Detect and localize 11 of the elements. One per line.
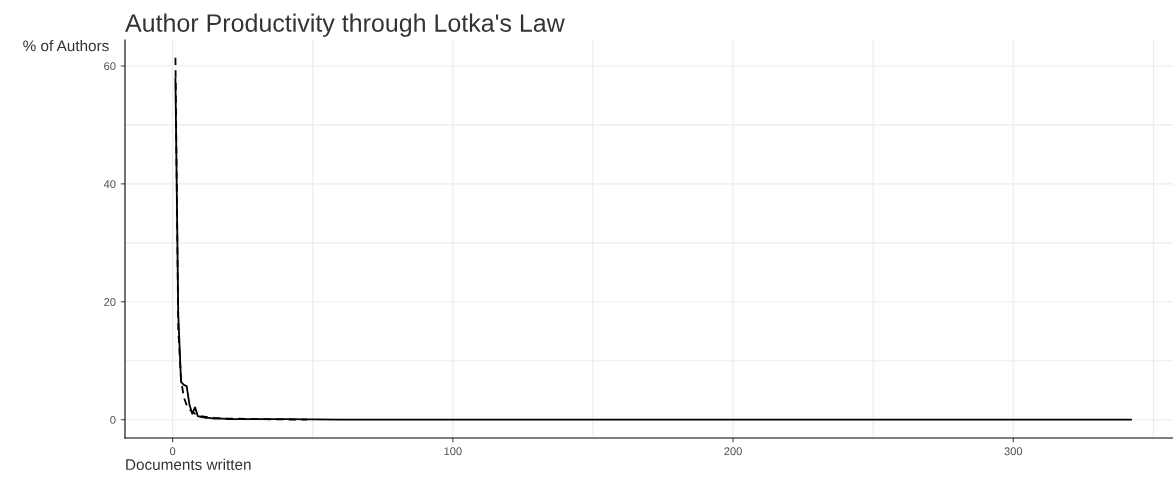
x-tick-label: 300 [1004, 447, 1023, 456]
x-tick-label: 0 [169, 447, 176, 456]
y-tick-label: 40 [103, 180, 116, 189]
chart-title: Author Productivity through Lotka's Law [125, 13, 565, 37]
x-tick-label: 100 [444, 447, 462, 456]
y-tick-label: 20 [104, 298, 116, 306]
y-tick-label: 60 [104, 62, 116, 71]
x-axis-title: Documents written [126, 458, 251, 470]
y-tick-label: 0 [110, 415, 116, 424]
y-axis-title: % of Authors [23, 40, 109, 52]
x-tick-label: 200 [724, 447, 742, 456]
